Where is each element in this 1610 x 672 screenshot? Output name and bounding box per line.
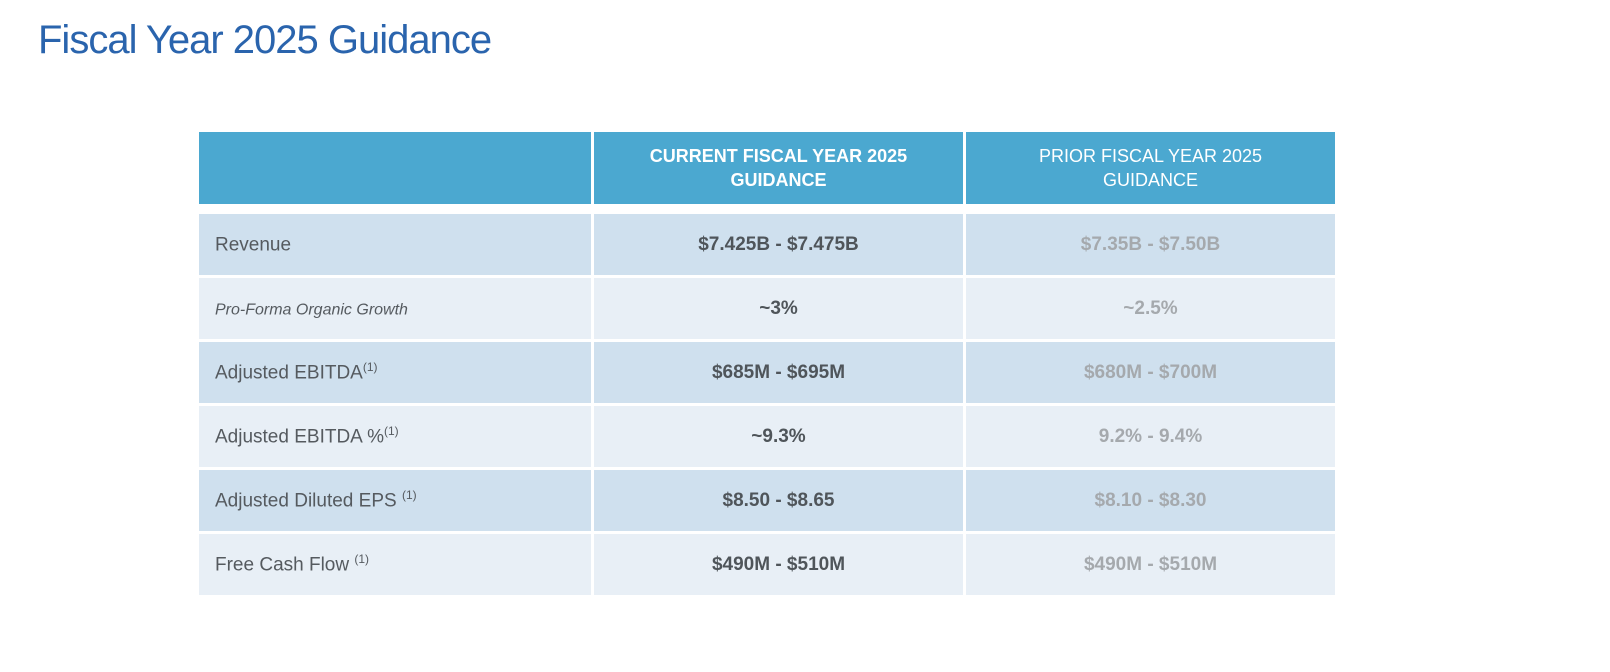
table-header: CURRENT FISCAL YEAR 2025 GUIDANCE PRIOR … [196,129,1338,207]
header-current-text: CURRENT FISCAL YEAR 2025 GUIDANCE [649,146,908,190]
footnote-marker: (1) [383,424,399,439]
prior-value: ~2.5% [963,275,1338,342]
row-label-text: Pro-Forma Organic Growth [215,301,408,319]
header-blank [196,129,594,207]
footnote-marker: (1) [362,360,378,375]
prior-value: $8.10 - $8.30 [963,467,1338,534]
current-value: $8.50 - $8.65 [591,467,966,534]
table-row: Pro-Forma Organic Growth ~3% ~2.5% [196,275,1338,342]
header-prior-guidance: PRIOR FISCAL YEAR 2025 GUIDANCE [963,129,1338,207]
current-value: $7.425B - $7.475B [591,211,966,278]
footnote-marker: (1) [401,488,417,503]
current-value: ~9.3% [591,403,966,470]
prior-value: $7.35B - $7.50B [963,211,1338,278]
header-gap [197,205,1337,213]
row-label: Free Cash Flow (1) [196,531,594,598]
table-row: Adjusted EBITDA %(1) ~9.3% 9.2% - 9.4% [196,403,1338,470]
current-value: $490M - $510M [591,531,966,598]
row-label-text: Adjusted Diluted EPS [215,490,402,512]
prior-value: 9.2% - 9.4% [963,403,1338,470]
table-row: Free Cash Flow (1) $490M - $510M $490M -… [196,531,1338,598]
current-value: $685M - $695M [591,339,966,406]
row-label-text: Free Cash Flow [215,554,355,576]
page-title: Fiscal Year 2025 Guidance [38,18,492,62]
prior-value: $680M - $700M [963,339,1338,406]
row-label: Adjusted EBITDA(1) [196,339,594,406]
guidance-table: CURRENT FISCAL YEAR 2025 GUIDANCE PRIOR … [196,129,1338,598]
footnote-marker: (1) [354,552,370,567]
current-value: ~3% [591,275,966,342]
row-label-text: Adjusted EBITDA % [215,426,384,448]
table-row: Revenue $7.425B - $7.475B $7.35B - $7.50… [196,211,1338,278]
row-label: Adjusted Diluted EPS (1) [196,467,594,534]
row-label: Revenue [196,211,594,278]
prior-value: $490M - $510M [963,531,1338,598]
header-prior-text: PRIOR FISCAL YEAR 2025 GUIDANCE [1038,146,1263,190]
row-label-text: Revenue [215,234,292,256]
row-label-text: Adjusted EBITDA [215,362,363,384]
header-current-guidance: CURRENT FISCAL YEAR 2025 GUIDANCE [591,129,966,207]
table-row: Adjusted EBITDA(1) $685M - $695M $680M -… [196,339,1338,406]
table-row: Adjusted Diluted EPS (1) $8.50 - $8.65 $… [196,467,1338,534]
row-label: Adjusted EBITDA %(1) [196,403,594,470]
row-label: Pro-Forma Organic Growth [196,275,594,342]
